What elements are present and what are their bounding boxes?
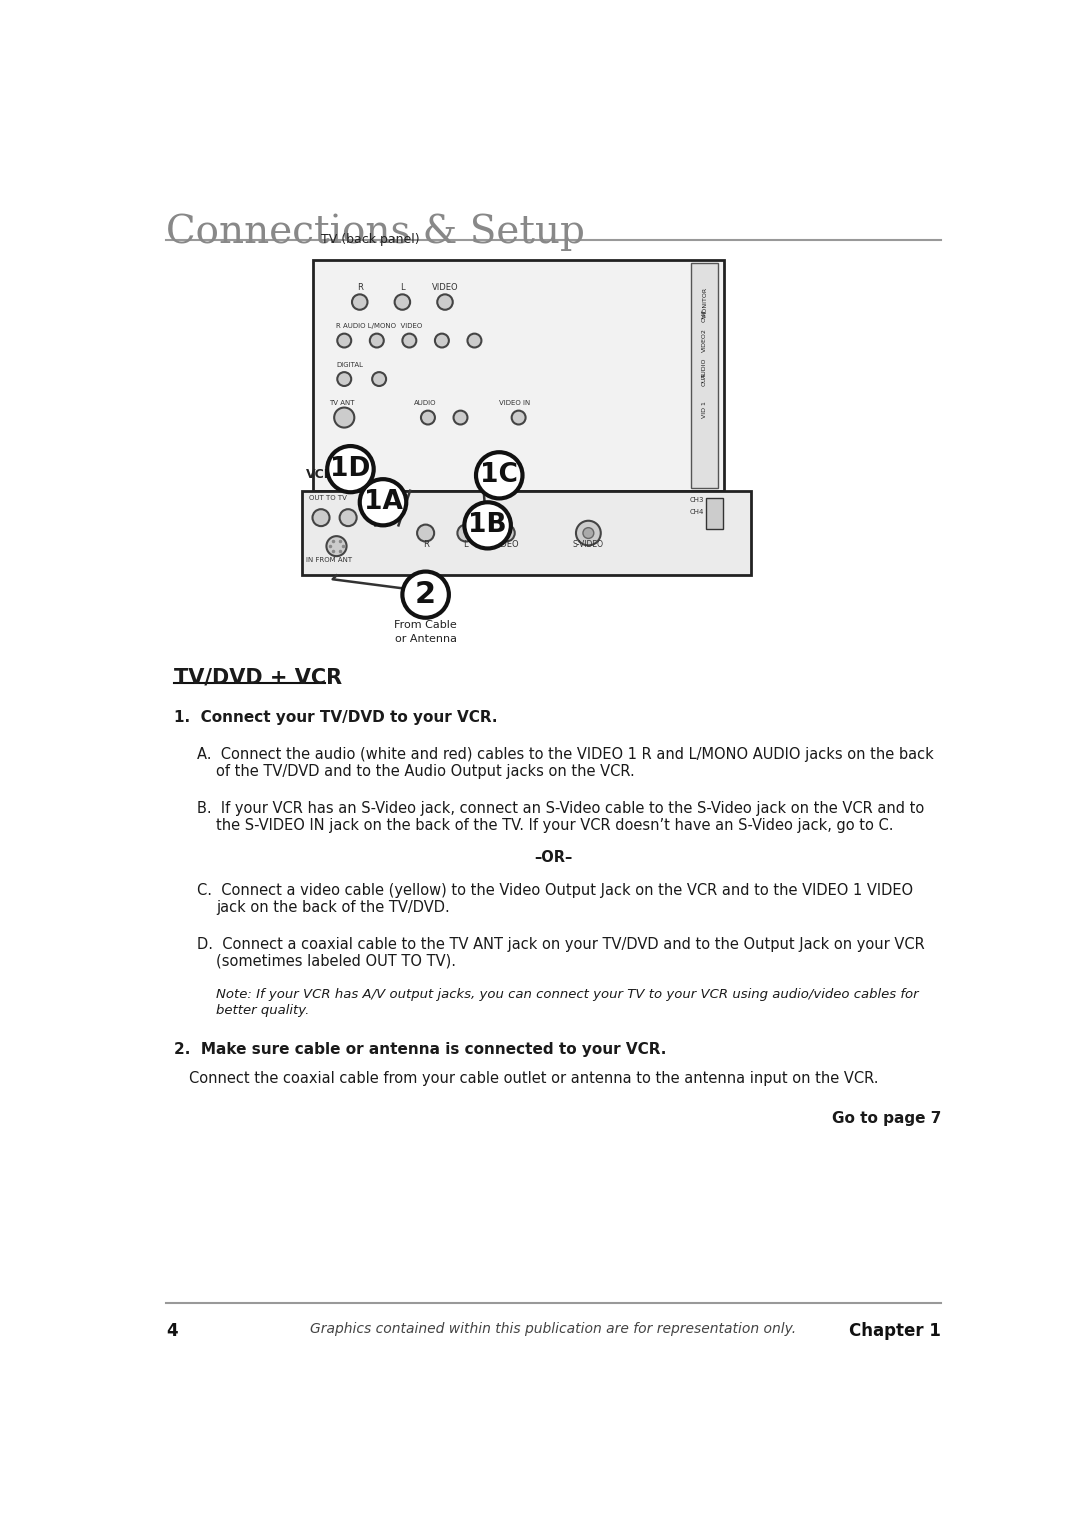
Text: 1A: 1A <box>364 489 403 515</box>
FancyBboxPatch shape <box>301 491 751 575</box>
Circle shape <box>437 295 453 310</box>
Circle shape <box>337 372 351 385</box>
Text: R: R <box>356 283 363 292</box>
Circle shape <box>312 509 329 526</box>
Text: VCR: VCR <box>306 468 334 482</box>
Text: Chapter 1: Chapter 1 <box>849 1323 941 1341</box>
Text: C.  Connect a video cable (yellow) to the Video Output Jack on the VCR and to th: C. Connect a video cable (yellow) to the… <box>197 882 913 898</box>
Text: CH3: CH3 <box>689 497 704 503</box>
Text: VID 1: VID 1 <box>702 402 707 419</box>
Text: OUT: OUT <box>702 309 707 321</box>
Text: jack on the back of the TV/DVD.: jack on the back of the TV/DVD. <box>216 899 450 914</box>
Circle shape <box>360 479 406 526</box>
FancyBboxPatch shape <box>313 260 724 491</box>
Circle shape <box>464 502 511 549</box>
Text: IN FROM ANT: IN FROM ANT <box>306 557 352 563</box>
Circle shape <box>498 524 515 541</box>
Text: S-VIDEO: S-VIDEO <box>572 540 604 549</box>
Circle shape <box>352 295 367 310</box>
Text: 1C: 1C <box>481 462 518 488</box>
Text: of the TV/DVD and to the Audio Output jacks on the VCR.: of the TV/DVD and to the Audio Output ja… <box>216 764 635 780</box>
Text: AUDIO: AUDIO <box>414 401 436 407</box>
Text: DIGITAL: DIGITAL <box>337 362 364 368</box>
Text: 2: 2 <box>415 579 436 609</box>
Text: VIDEO2: VIDEO2 <box>702 329 707 353</box>
Bar <box>706 498 724 529</box>
Circle shape <box>476 453 523 498</box>
Circle shape <box>326 537 347 557</box>
Text: 1.  Connect your TV/DVD to your VCR.: 1. Connect your TV/DVD to your VCR. <box>174 709 497 725</box>
Circle shape <box>583 528 594 538</box>
Circle shape <box>417 524 434 541</box>
Text: 2.  Make sure cable or antenna is connected to your VCR.: 2. Make sure cable or antenna is connect… <box>174 1043 666 1057</box>
Text: VIDEO IN: VIDEO IN <box>499 401 530 407</box>
Circle shape <box>403 333 416 347</box>
Text: TV/DVD + VCR: TV/DVD + VCR <box>174 668 342 688</box>
Text: TV (back panel): TV (back panel) <box>321 232 420 246</box>
Circle shape <box>576 521 600 546</box>
Text: OUT TO TV: OUT TO TV <box>309 495 348 502</box>
Text: MONITOR: MONITOR <box>702 287 707 317</box>
Circle shape <box>339 509 356 526</box>
Circle shape <box>334 408 354 428</box>
Bar <box>691 263 718 488</box>
Text: Graphics contained within this publication are for representation only.: Graphics contained within this publicati… <box>310 1323 797 1336</box>
Text: From Cable
or Antenna: From Cable or Antenna <box>394 621 457 644</box>
Text: L: L <box>463 540 469 549</box>
Text: Connect the coaxial cable from your cable outlet or antenna to the antenna input: Connect the coaxial cable from your cabl… <box>189 1072 879 1086</box>
Circle shape <box>454 411 468 425</box>
Circle shape <box>369 333 383 347</box>
Circle shape <box>458 524 474 541</box>
Circle shape <box>403 572 449 618</box>
Circle shape <box>421 411 435 425</box>
Text: TV ANT: TV ANT <box>328 401 354 407</box>
Text: (sometimes labeled OUT TO TV).: (sometimes labeled OUT TO TV). <box>216 954 457 968</box>
Text: Connections & Setup: Connections & Setup <box>166 214 585 251</box>
Text: B.  If your VCR has an S-Video jack, connect an S-Video cable to the S-Video jac: B. If your VCR has an S-Video jack, conn… <box>197 801 924 816</box>
Circle shape <box>468 333 482 347</box>
Text: VIDEO: VIDEO <box>432 283 458 292</box>
Text: A.  Connect the audio (white and red) cables to the VIDEO 1 R and L/MONO AUDIO j: A. Connect the audio (white and red) cab… <box>197 748 934 761</box>
Text: D.  Connect a coaxial cable to the TV ANT jack on your TV/DVD and to the Output : D. Connect a coaxial cable to the TV ANT… <box>197 937 924 951</box>
Circle shape <box>327 446 374 492</box>
Text: –OR–: –OR– <box>535 850 572 865</box>
Text: R: R <box>422 540 429 549</box>
Text: 4: 4 <box>166 1323 177 1341</box>
Text: 1D: 1D <box>330 456 370 482</box>
Text: L: L <box>400 283 405 292</box>
Circle shape <box>337 333 351 347</box>
Text: Note: If your VCR has A/V output jacks, you can connect your TV to your VCR usin: Note: If your VCR has A/V output jacks, … <box>216 988 919 1001</box>
Text: CH4: CH4 <box>689 509 703 515</box>
Text: Go to page 7: Go to page 7 <box>832 1112 941 1127</box>
Circle shape <box>394 295 410 310</box>
Circle shape <box>435 333 449 347</box>
Circle shape <box>512 411 526 425</box>
Text: AUDIO: AUDIO <box>702 358 707 378</box>
Text: OUT: OUT <box>702 373 707 385</box>
Text: VIDEO: VIDEO <box>492 540 519 549</box>
Text: 1B: 1B <box>469 512 507 538</box>
Text: R AUDIO L/MONO  VIDEO: R AUDIO L/MONO VIDEO <box>337 323 422 329</box>
Text: the S-VIDEO IN jack on the back of the TV. If your VCR doesn’t have an S-Video j: the S-VIDEO IN jack on the back of the T… <box>216 818 894 833</box>
Circle shape <box>373 372 387 385</box>
Text: better quality.: better quality. <box>216 1003 310 1017</box>
